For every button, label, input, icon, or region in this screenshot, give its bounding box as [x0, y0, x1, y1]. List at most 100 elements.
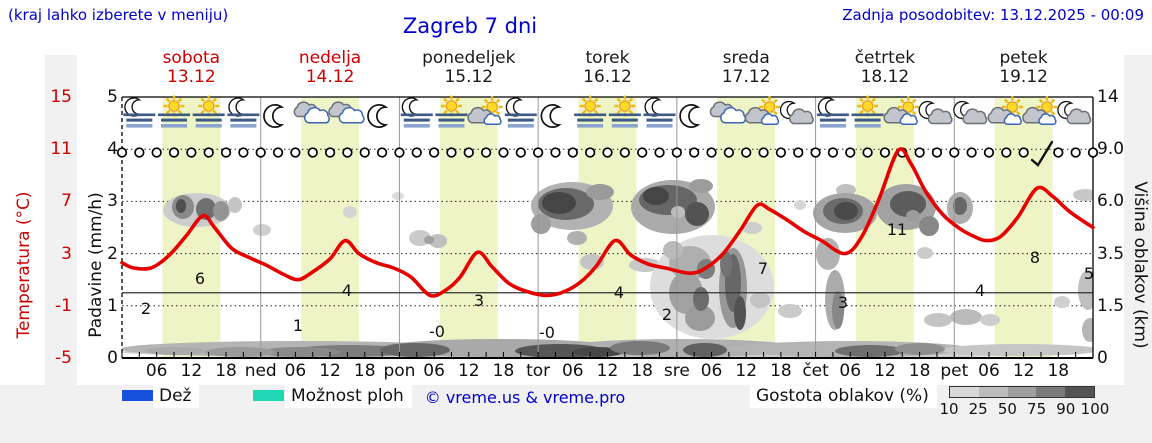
- temperature-value-label: 6: [195, 269, 205, 288]
- day-name: četrtek: [854, 48, 916, 68]
- cloud-blob: [663, 241, 683, 259]
- weather-icon-sun-fog: [192, 95, 225, 128]
- weather-icon-clouds: [709, 101, 747, 124]
- sun-ray: [871, 97, 876, 103]
- x-label-18: 18: [215, 361, 237, 381]
- day-date: 17.12: [721, 67, 771, 87]
- timeslot-circle: [983, 147, 995, 158]
- fog-line: [158, 113, 191, 117]
- sun-ray: [773, 110, 778, 116]
- sun-ray: [177, 97, 183, 103]
- cloud-blob: [950, 309, 982, 325]
- x-label-06: 06: [561, 361, 584, 381]
- moon-crescent: [401, 97, 419, 117]
- timeslot-circle: [758, 147, 769, 158]
- timeslot-circle: [203, 147, 214, 158]
- day-date: 19.12: [999, 67, 1048, 87]
- cloud-blob: [228, 197, 242, 213]
- temp-tick--1: -1: [55, 295, 72, 316]
- cloud-blob: [205, 347, 275, 357]
- sun-ray: [871, 109, 876, 115]
- day-name: sreda: [722, 48, 770, 68]
- sun-disc: [202, 100, 215, 112]
- sun-ray: [859, 109, 864, 115]
- cloud-blob: [253, 224, 271, 236]
- timeslot-circle: [446, 147, 457, 158]
- timeslot-circle: [238, 147, 249, 158]
- cloud-tick-6.0: 6.0: [1097, 191, 1125, 212]
- density-stop-100: 100: [1080, 400, 1110, 418]
- sun-ray: [616, 109, 622, 115]
- timeslot-circle: [966, 147, 977, 158]
- daylight-band: [439, 97, 498, 358]
- sun-ray: [1016, 110, 1021, 116]
- cloud-shape: [962, 108, 988, 125]
- cloud-shape: [1003, 113, 1022, 125]
- cloud-shape: [927, 108, 953, 125]
- sun-disc: [1006, 101, 1019, 113]
- day-name: ponedeljek: [422, 48, 516, 68]
- density-stop-25: 25: [968, 400, 988, 418]
- sun-ray: [859, 97, 864, 103]
- weather-icon-sun-cloud: [744, 96, 781, 125]
- cloud-shading: [122, 179, 1093, 358]
- temperature-value-label: 8: [1030, 248, 1040, 267]
- temp-tick--5: -5: [55, 348, 72, 368]
- x-label-06: 06: [284, 361, 307, 381]
- timeslot-circle: [1018, 147, 1029, 158]
- weather-icon-moon: [540, 104, 562, 128]
- cloud-blob: [917, 247, 933, 259]
- weather-icon-clouds: [328, 101, 365, 124]
- cloud-blob: [720, 251, 732, 277]
- cloud-blob: [940, 344, 1093, 356]
- x-label-18: 18: [631, 361, 653, 381]
- fog-line: [195, 124, 222, 128]
- density-stop-90: 90: [1056, 400, 1076, 418]
- moon-crescent: [124, 97, 142, 117]
- density-segment: [978, 387, 1008, 397]
- temp-tick-11: 11: [50, 139, 72, 160]
- temperature-value-label: -0: [539, 323, 555, 342]
- cloud-blob: [196, 198, 216, 220]
- fog-line: [851, 113, 884, 117]
- timeslot-circle: [949, 147, 960, 158]
- cloud-shape: [483, 113, 502, 125]
- sun-disc: [763, 101, 776, 113]
- day-header-sobota: sobota 13.12: [126, 49, 256, 87]
- day-name: nedelja: [298, 48, 362, 68]
- cloud-blob: [213, 201, 229, 221]
- temp-tick-3: 3: [61, 243, 72, 264]
- cloud-blob: [610, 341, 670, 355]
- cloud-tick-1.5: 1.5: [1097, 295, 1125, 316]
- fog-line: [435, 113, 468, 117]
- cloud-blob: [380, 343, 450, 357]
- cloud-blob: [1073, 189, 1093, 201]
- sun-ray: [212, 109, 217, 115]
- right-margin-strip: [1124, 55, 1152, 443]
- day-date: 18.12: [860, 67, 910, 87]
- sun-ray: [165, 97, 171, 103]
- timeslot-circle: [879, 147, 891, 158]
- x-label-12: 12: [180, 361, 203, 381]
- weather-icon-moon: [367, 104, 389, 128]
- temperature-value-label: 4: [342, 281, 352, 300]
- x-label-sre: sre: [663, 361, 690, 381]
- showers-legend-swatch: [253, 390, 284, 401]
- copyright-link[interactable]: © vreme.us & vreme.pro: [424, 388, 626, 407]
- timeslot-circle: [116, 147, 128, 158]
- sun-ray: [581, 109, 587, 115]
- sun-ray: [593, 109, 599, 115]
- timeslot-circle: [307, 147, 318, 158]
- sun-ray: [200, 97, 205, 103]
- cloud-blob: [392, 192, 404, 200]
- sun-ray: [761, 98, 766, 104]
- precip-tick-0: 0: [107, 348, 118, 368]
- timeslot-circle: [793, 147, 804, 158]
- moon-crescent: [505, 97, 523, 117]
- weather-icon-sun-fog: [435, 95, 468, 128]
- timeslot-circle: [1087, 147, 1099, 158]
- cloud-blob: [919, 216, 939, 236]
- fog-line: [611, 124, 638, 128]
- timeslot-circle: [272, 147, 284, 158]
- cloud-blob: [542, 192, 576, 214]
